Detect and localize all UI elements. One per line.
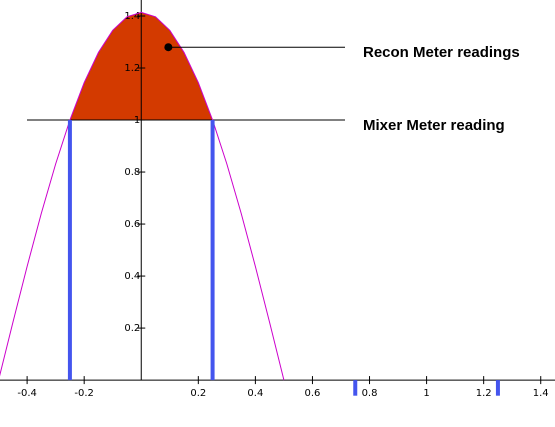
stem (353, 380, 358, 396)
stem (495, 380, 500, 396)
y-tick-label: 0.6 (124, 219, 140, 230)
stem (210, 120, 215, 381)
stem (67, 120, 72, 381)
x-tick-label: 1.4 (533, 388, 549, 399)
x-tick-label: 0.6 (305, 388, 321, 399)
x-tick-label: -0.2 (74, 388, 94, 399)
annotation: Recon Meter readings (363, 44, 520, 61)
y-tick-label: 0.2 (124, 323, 140, 334)
x-tick-label: 1 (423, 388, 429, 399)
x-tick-label: 0.8 (362, 388, 378, 399)
curve (0, 11, 285, 381)
x-tick-label: -0.4 (17, 388, 37, 399)
annotation: Mixer Meter reading (363, 117, 505, 134)
x-tick-label: 0.2 (190, 388, 206, 399)
y-tick-label: 0.8 (124, 167, 140, 178)
y-tick-label: 0.4 (124, 271, 140, 282)
marker (164, 43, 173, 52)
y-tick-label: 1.4 (124, 11, 140, 22)
x-tick-label: 1.2 (476, 388, 492, 399)
y-tick-label: 1 (134, 115, 140, 126)
x-tick-label: 0.4 (247, 388, 263, 399)
y-tick-label: 1.2 (124, 63, 140, 74)
